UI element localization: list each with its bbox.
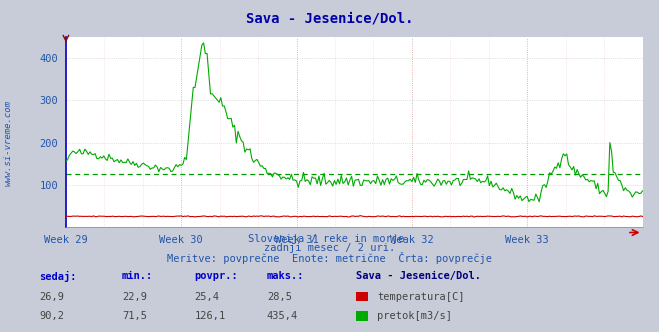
Text: 25,4: 25,4: [194, 292, 219, 302]
Text: 435,4: 435,4: [267, 311, 298, 321]
Text: 71,5: 71,5: [122, 311, 147, 321]
Text: 26,9: 26,9: [40, 292, 65, 302]
Text: Sava - Jesenice/Dol.: Sava - Jesenice/Dol.: [246, 12, 413, 26]
Text: 90,2: 90,2: [40, 311, 65, 321]
Text: Sava - Jesenice/Dol.: Sava - Jesenice/Dol.: [356, 271, 481, 281]
Text: www.si-vreme.com: www.si-vreme.com: [4, 100, 13, 186]
Text: 126,1: 126,1: [194, 311, 225, 321]
Text: 28,5: 28,5: [267, 292, 292, 302]
Text: Slovenija / reke in morje.: Slovenija / reke in morje.: [248, 234, 411, 244]
Text: zadnji mesec / 2 uri.: zadnji mesec / 2 uri.: [264, 243, 395, 253]
Text: pretok[m3/s]: pretok[m3/s]: [377, 311, 452, 321]
Text: min.:: min.:: [122, 271, 153, 281]
Text: temperatura[C]: temperatura[C]: [377, 292, 465, 302]
Text: Meritve: povprečne  Enote: metrične  Črta: povprečje: Meritve: povprečne Enote: metrične Črta:…: [167, 252, 492, 264]
Text: povpr.:: povpr.:: [194, 271, 238, 281]
Text: sedaj:: sedaj:: [40, 271, 77, 282]
Text: 22,9: 22,9: [122, 292, 147, 302]
Text: maks.:: maks.:: [267, 271, 304, 281]
